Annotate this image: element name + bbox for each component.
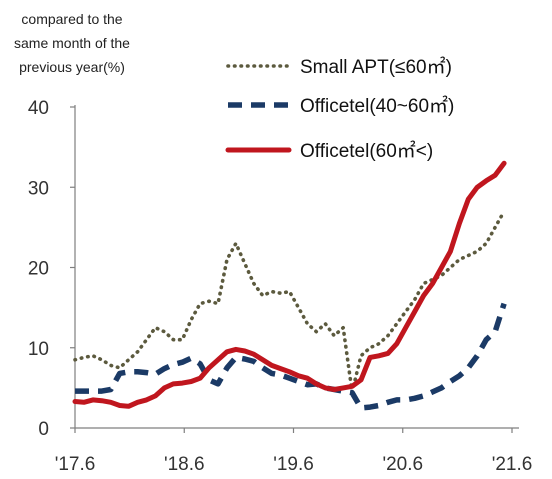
x-tick-label: '21.6 (492, 454, 533, 475)
x-tick-label: '18.6 (164, 454, 205, 475)
series-line-2 (75, 302, 507, 411)
legend-label-3: Officetel(60㎡<) (300, 139, 433, 162)
series-line-1 (73, 209, 506, 394)
y-tick-label: 10 (28, 339, 49, 360)
y-tick-label: 40 (28, 98, 49, 119)
x-tick-label: '17.6 (55, 454, 96, 475)
axes: 0 10 20 30 40 '17.6 '18.6 '19.6 '20.6 '21.6 (28, 98, 532, 475)
series-lines (72, 160, 507, 411)
x-tick-label: '20.6 (382, 454, 423, 475)
series-line-3 (72, 160, 507, 409)
y-tick-label: 30 (28, 178, 49, 199)
y-axis-title-line-3: previous year(%) (19, 59, 125, 75)
y-axis-title: compared to the same month of the previo… (14, 11, 130, 75)
x-tick-label: '19.6 (273, 454, 314, 475)
y-tick-label: 0 (38, 419, 49, 440)
y-tick-label: 20 (28, 259, 49, 280)
y-axis-title-line-1: compared to the (21, 11, 122, 27)
legend-label-1: Small APT(≤60㎡) (300, 55, 452, 78)
y-axis-title-line-2: same month of the (14, 35, 130, 51)
legend-label-2: Officetel(40~60㎡) (300, 94, 454, 117)
legend: Small APT(≤60㎡) Officetel(40~60㎡) Officete… (225, 55, 454, 162)
